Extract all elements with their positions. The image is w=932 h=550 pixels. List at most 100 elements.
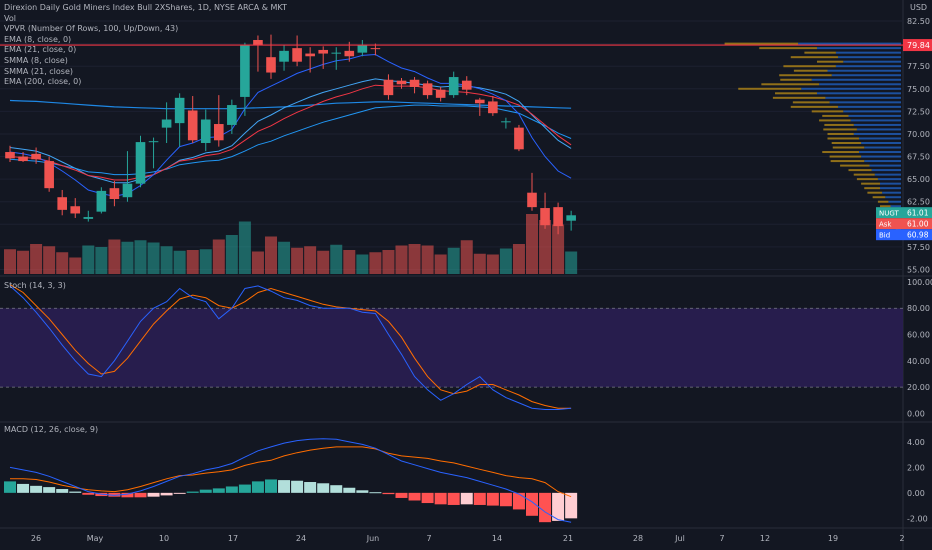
legend-ema21[interactable]: EMA (21, close, 0) <box>4 45 77 55</box>
currency-label: USD <box>910 3 927 12</box>
macd-histogram-bar <box>369 492 382 494</box>
stoch-label[interactable]: Stoch (14, 3, 3) <box>4 281 66 290</box>
time-tick-label: 17 <box>228 534 238 543</box>
volume-profile-up-bar <box>864 146 901 149</box>
candle-body <box>266 57 276 73</box>
candle-body <box>344 50 355 57</box>
candle-body <box>540 208 550 226</box>
volume-bar <box>473 253 486 274</box>
bid-price-tag <box>903 229 932 241</box>
candle-body <box>135 142 146 184</box>
volume-profile-down-bar <box>824 123 854 126</box>
macd-tick-label: 4.00 <box>907 438 925 447</box>
resistance-price-tag <box>903 39 932 52</box>
macd-histogram-bar <box>69 491 82 493</box>
time-tick-label: 10 <box>159 534 169 543</box>
volume-profile-down-bar <box>872 196 886 199</box>
volume-profile-down-bar <box>780 78 812 81</box>
volume-profile-down-bar <box>783 65 836 68</box>
volume-profile-down-bar <box>790 56 838 59</box>
candle-body <box>566 215 576 221</box>
volume-bar <box>434 254 447 274</box>
volume-profile-down-bar <box>829 155 862 158</box>
volume-bar <box>304 246 317 274</box>
ask-name-label: Ask <box>879 221 892 229</box>
macd-histogram-bar <box>186 491 199 493</box>
candle-body <box>422 83 433 96</box>
stoch-tick-label: 80.00 <box>907 304 930 313</box>
volume-profile-down-bar <box>856 178 878 181</box>
volume-profile-up-bar <box>874 173 901 176</box>
volume-profile-down-bar <box>827 137 859 140</box>
macd-histogram-bar <box>304 482 317 493</box>
volume-profile-up-bar <box>835 51 901 54</box>
macd-label[interactable]: MACD (12, 26, close, 9) <box>4 425 99 434</box>
volume-bar <box>134 240 147 274</box>
macd-histogram-bar <box>343 487 356 493</box>
volume-bar <box>265 236 277 274</box>
macd-histogram-bar <box>17 483 30 493</box>
price-tick-label: 70.00 <box>907 130 930 139</box>
volume-bar <box>512 244 525 274</box>
volume-profile-up-bar <box>888 200 901 203</box>
volume-profile-down-bar <box>848 169 872 172</box>
volume-profile-up-bar <box>827 69 901 72</box>
volume-bar <box>486 254 499 274</box>
volume-profile-down-bar <box>792 101 830 104</box>
legend-vpvr[interactable]: VPVR (Number Of Rows, 100, Up/Down, 43) <box>4 24 179 34</box>
volume-bar <box>17 250 30 274</box>
volume-profile-up-bar <box>817 47 901 50</box>
legend-ema200[interactable]: EMA (200, close, 0) <box>4 77 82 87</box>
volume-bar <box>212 239 225 274</box>
macd-histogram-bar <box>447 492 460 505</box>
volume-profile-up-bar <box>859 137 901 140</box>
volume-profile-down-bar <box>779 74 832 77</box>
macd-tick-label: 0.00 <box>907 489 925 498</box>
macd-histogram-bar <box>291 480 304 493</box>
candle-body <box>187 110 198 141</box>
volume-bar <box>30 244 43 274</box>
volume-bar <box>56 252 69 274</box>
volume-bar <box>160 246 173 274</box>
bid-name-label: Bid <box>879 232 890 240</box>
stoch-tick-label: 0.00 <box>907 409 925 418</box>
candle-body <box>57 197 67 210</box>
volume-profile-up-bar <box>838 105 901 108</box>
volume-bar <box>108 239 121 274</box>
legend-vol[interactable]: Vol <box>4 13 16 23</box>
volume-profile-down-bar <box>831 142 862 144</box>
volume-bar <box>330 244 343 274</box>
candle-body <box>396 80 407 85</box>
volume-bar <box>499 248 512 274</box>
volume-profile-up-bar <box>817 92 901 95</box>
legend-smma8[interactable]: SMMA (8, close) <box>4 55 68 65</box>
price-tick-label: 72.50 <box>907 107 930 116</box>
volume-bar <box>4 249 16 274</box>
price-tick-label: 55.00 <box>907 265 930 274</box>
candle-body <box>318 49 328 54</box>
volume-profile-up-bar <box>877 178 901 181</box>
bid-price-label: 60.98 <box>907 231 929 240</box>
price-tick-label: 65.00 <box>907 175 930 184</box>
candle-body <box>214 124 224 141</box>
macd-histogram-bar <box>238 484 251 493</box>
volume-bar <box>565 251 578 274</box>
volume-profile-up-bar <box>853 132 901 135</box>
legend-smma21[interactable]: SMMA (21, close) <box>4 66 74 76</box>
macd-histogram-bar <box>43 487 56 493</box>
volume-bar <box>369 252 382 274</box>
candle-body <box>501 121 511 123</box>
volume-profile-up-bar <box>825 96 901 99</box>
legend-ema8[interactable]: EMA (8, close, 0) <box>4 34 72 44</box>
candle-body <box>488 101 498 114</box>
volume-profile-up-bar <box>801 87 901 90</box>
candle-body <box>357 45 368 53</box>
macd-histogram-bar <box>512 492 525 510</box>
volume-bar <box>238 221 251 274</box>
volume-profile-down-bar <box>793 69 828 72</box>
volume-profile-down-bar <box>790 105 838 108</box>
macd-tick-label: -2.00 <box>907 514 928 523</box>
candle-body <box>514 127 524 150</box>
